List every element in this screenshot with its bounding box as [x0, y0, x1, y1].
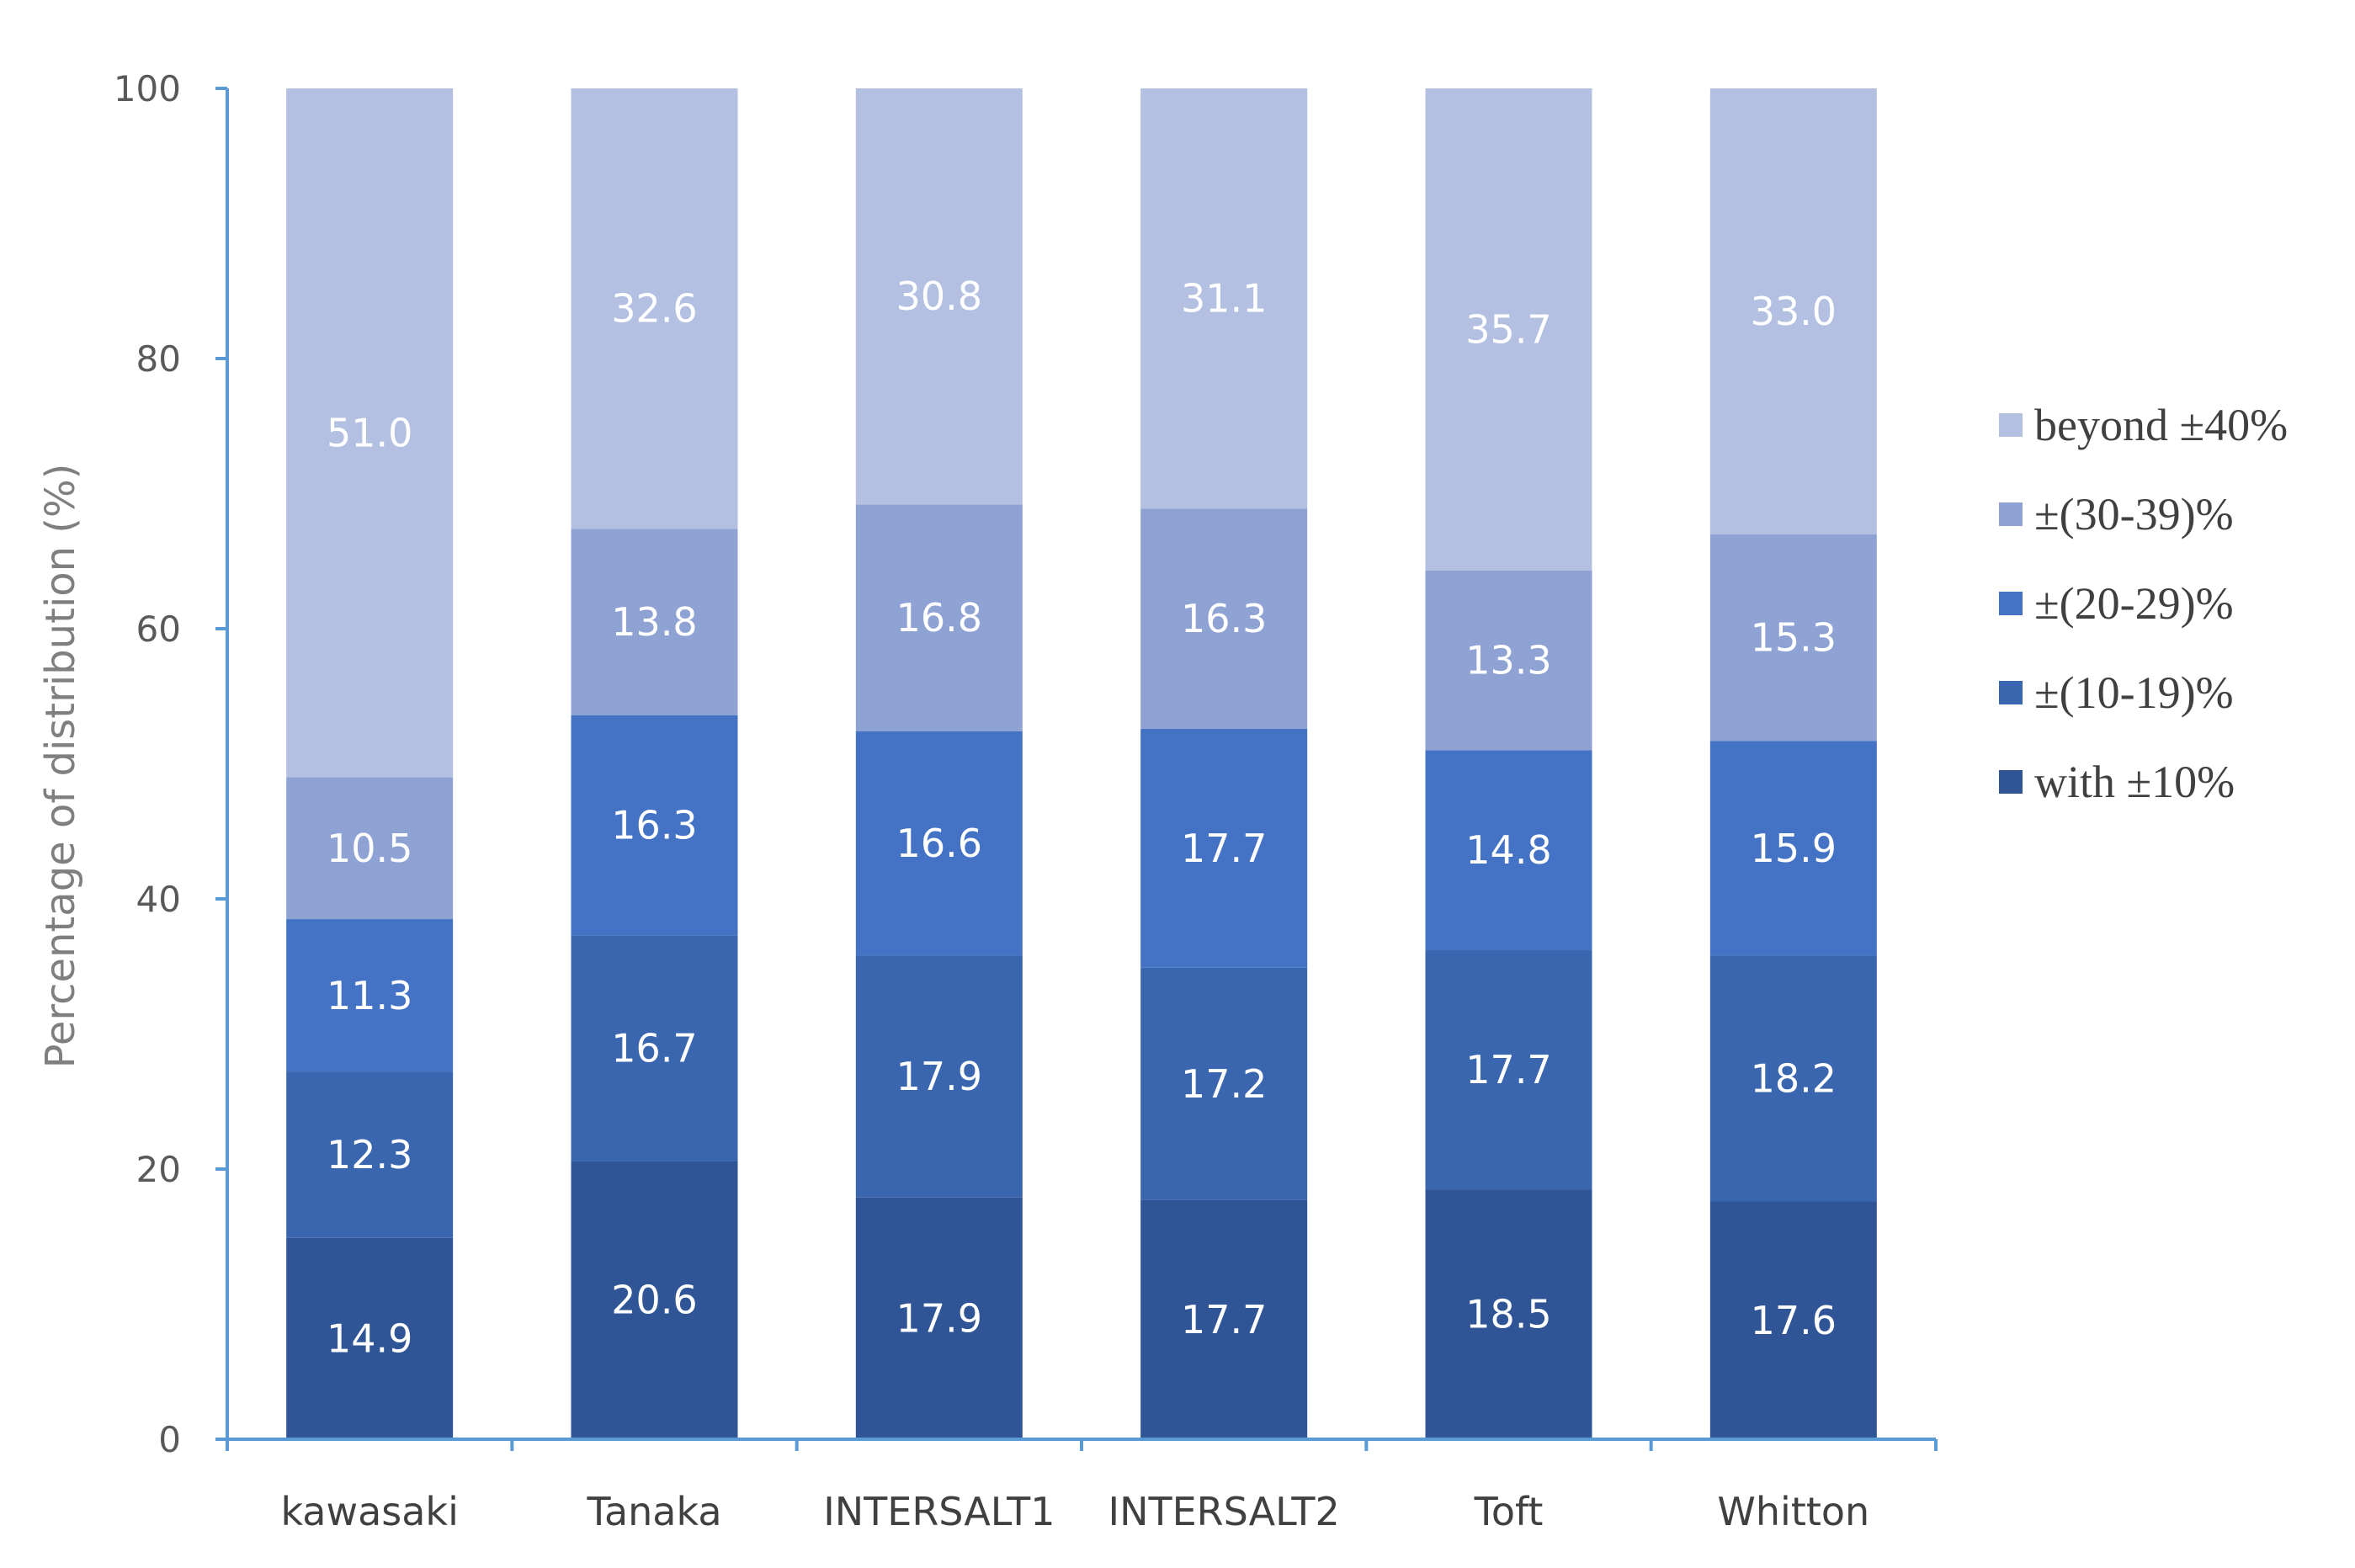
data-label: 17.7 — [1181, 826, 1267, 871]
data-label: 15.3 — [1751, 614, 1837, 660]
category-label: INTERSALT1 — [823, 1489, 1055, 1534]
y-tick-label: 20 — [136, 1149, 181, 1190]
bar-segment — [855, 504, 1023, 731]
legend-label: ±(10-19)% — [2034, 667, 2234, 718]
bar-segment — [1425, 750, 1592, 950]
legend-label: ±(30-39)% — [2034, 489, 2234, 539]
y-ticks: 0 20 40 60 80 100 — [114, 68, 227, 1460]
axes-layer — [226, 88, 1936, 1441]
data-label: 17.9 — [896, 1054, 982, 1099]
legend-swatch — [1999, 502, 2023, 526]
data-label: 17.2 — [1181, 1061, 1267, 1107]
bar-segment — [1425, 570, 1592, 751]
data-label: 20.6 — [611, 1278, 697, 1323]
data-label: 18.5 — [1465, 1292, 1551, 1337]
data-label: 10.5 — [327, 826, 412, 871]
category-label: INTERSALT2 — [1108, 1489, 1340, 1534]
bar-segment — [1709, 1201, 1877, 1439]
legend-swatch — [1999, 770, 2023, 794]
data-label: 51.0 — [327, 410, 412, 455]
bar-segment — [1709, 88, 1877, 534]
legend-label: ±(20-29)% — [2034, 578, 2234, 629]
data-label: 16.3 — [611, 803, 697, 848]
bar-segment — [1709, 955, 1877, 1202]
data-label: 32.6 — [611, 286, 697, 332]
data-label: 14.8 — [1465, 827, 1551, 873]
bar-segment — [1425, 1189, 1592, 1439]
data-label: 14.9 — [327, 1316, 412, 1361]
data-label: 33.0 — [1751, 289, 1837, 334]
data-label: 16.8 — [896, 595, 982, 640]
data-label: 16.7 — [611, 1025, 697, 1071]
legend-item: with ±10% — [1999, 757, 2235, 807]
data-label: 15.9 — [1751, 826, 1837, 871]
bar-segment — [571, 715, 738, 936]
data-label: 35.7 — [1465, 306, 1551, 352]
data-label: 17.9 — [896, 1295, 982, 1341]
data-label: 31.1 — [1181, 276, 1267, 322]
data-label: 17.6 — [1751, 1298, 1837, 1343]
data-label: 18.2 — [1751, 1055, 1837, 1101]
bar-segment — [855, 731, 1023, 956]
data-label: 30.8 — [896, 274, 982, 319]
data-label: 12.3 — [327, 1132, 412, 1177]
bar-segment — [286, 1237, 454, 1439]
legend: beyond ±40% ±(30-39)% ±(20-29)% ±(10-19)% wi… — [1999, 400, 2288, 807]
bar-segment — [1425, 88, 1592, 571]
bar-segment — [571, 88, 738, 529]
bar-segment — [855, 1197, 1023, 1439]
data-label: 16.3 — [1181, 596, 1267, 641]
bar-segment — [1140, 508, 1308, 729]
y-axis-title: Percentage of distribution (%) — [37, 464, 84, 1069]
bar-segment — [571, 529, 738, 715]
legend-swatch — [1999, 413, 2023, 437]
legend-item: ±(20-29)% — [1999, 578, 2234, 629]
legend-item: ±(30-39)% — [1999, 489, 2234, 539]
category-label: Toft — [1474, 1489, 1544, 1534]
category-label: Tanaka — [586, 1489, 721, 1534]
legend-label: beyond ±40% — [2034, 400, 2288, 450]
data-label: 11.3 — [327, 973, 412, 1018]
bar-segment — [1709, 534, 1877, 741]
legend-item: ±(10-19)% — [1999, 667, 2234, 718]
y-tick-label: 40 — [136, 879, 181, 920]
legend-label: with ±10% — [2034, 757, 2235, 807]
bar-segment — [571, 1161, 738, 1439]
bars-layer — [286, 88, 1877, 1439]
bar-segment — [1425, 949, 1592, 1190]
bar-segment — [855, 955, 1023, 1198]
data-label: 16.6 — [896, 821, 982, 866]
bar-segment — [286, 919, 454, 1072]
legend-item: beyond ±40% — [1999, 400, 2288, 450]
data-label: 17.7 — [1181, 1297, 1267, 1342]
bar-segment — [286, 1071, 454, 1238]
data-label: 13.8 — [611, 599, 697, 645]
bar-segment — [286, 777, 454, 920]
bar-segment — [1709, 741, 1877, 956]
category-label: Whitton — [1717, 1489, 1869, 1534]
bar-segment — [286, 88, 454, 778]
data-label: 17.7 — [1465, 1047, 1551, 1092]
category-label: kawasaki — [280, 1489, 458, 1534]
data-label: 13.3 — [1465, 638, 1551, 683]
bar-segment — [855, 88, 1023, 505]
bar-segment — [571, 935, 738, 1161]
y-tick-label: 100 — [114, 68, 181, 109]
y-tick-label: 80 — [136, 338, 181, 380]
x-ticks: kawasaki Tanaka INTERSALT1 INTERSALT2 Toft Wh… — [226, 1439, 1938, 1534]
y-tick-label: 0 — [158, 1419, 181, 1460]
bar-segment — [1140, 967, 1308, 1200]
data-labels-layer: 14.9 12.3 11.3 10.5 51.0 20.6 16.7 16.3 13.8 32.6… — [327, 274, 1837, 1361]
bar-segment — [1140, 1199, 1308, 1439]
legend-swatch — [1999, 592, 2023, 615]
bar-segment — [1140, 728, 1308, 968]
legend-swatch — [1999, 681, 2023, 704]
bar-segment — [1140, 88, 1308, 509]
y-tick-label: 60 — [136, 609, 181, 650]
